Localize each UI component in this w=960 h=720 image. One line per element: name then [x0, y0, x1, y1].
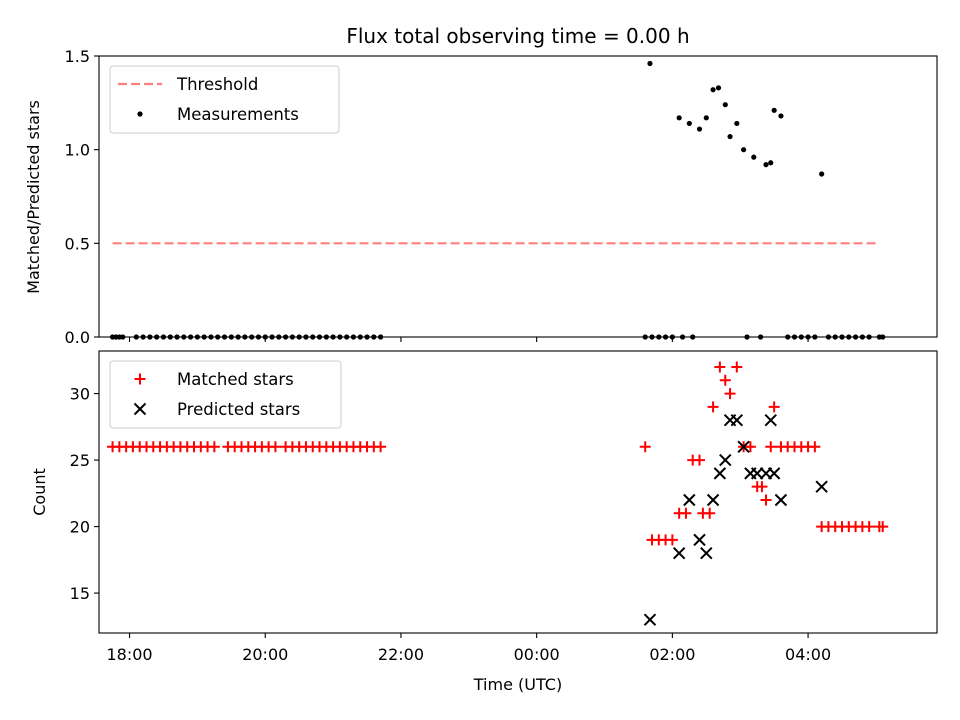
predicted-star-marker: [706, 493, 720, 507]
x-tick-label: 02:00: [649, 645, 695, 664]
measurement-point: [768, 160, 774, 166]
measurement-point: [727, 133, 733, 140]
matched-star-marker: [744, 441, 756, 453]
legend-measurement-swatch: [137, 111, 143, 117]
predicted-star-marker: [719, 453, 732, 467]
matched-star-marker: [375, 441, 387, 453]
predicted-star-marker: [764, 413, 777, 427]
predicted-star-marker: [693, 533, 706, 547]
measurement-point: [715, 85, 722, 91]
matched-star-marker: [714, 361, 726, 373]
predicted-star-marker: [750, 467, 764, 480]
bottom-y-axis-label: Count: [30, 468, 49, 516]
matched-star-marker: [877, 521, 889, 533]
predicted-star-marker: [730, 413, 744, 427]
predicted-star-marker: [683, 493, 696, 507]
legend-entry-label: Measurements: [177, 105, 299, 124]
y-tick-label: 0.5: [65, 234, 90, 253]
top-plot-panel: 0.0 0.5 1.0 1.5 Threshold Measurements: [65, 47, 938, 347]
measurement-point: [696, 126, 703, 132]
top-y-axis-label: Matched/Predicted stars: [24, 100, 43, 294]
figure-title: Flux total observing time = 0.00 h: [346, 24, 689, 48]
x-tick-label: 22:00: [378, 645, 424, 664]
y-tick-label: 30: [70, 385, 90, 404]
matched-star-marker: [724, 388, 736, 400]
x-tick-label: 20:00: [242, 645, 288, 664]
y-tick-label: 1.5: [65, 47, 90, 66]
measurement-point: [771, 107, 777, 113]
measurement-point: [703, 115, 709, 121]
measurement-point: [710, 87, 716, 93]
y-tick-label: 1.0: [65, 141, 90, 160]
predicted-star-marker: [815, 480, 828, 493]
matched-star-marker: [809, 441, 821, 453]
matched-star-marker: [756, 481, 768, 493]
x-tick-label: 18:00: [106, 645, 152, 664]
y-tick-label: 25: [70, 451, 90, 470]
x-tick-label: 04:00: [785, 645, 831, 664]
matched-star-marker: [694, 454, 706, 466]
matched-star-marker: [704, 507, 716, 519]
measurement-point: [676, 115, 682, 121]
legend-entry-label: Predicted stars: [177, 400, 300, 419]
measurement-point: [734, 120, 740, 127]
matched-star-marker: [707, 401, 719, 413]
measurement-point: [751, 154, 757, 160]
axes-frame: [98, 55, 938, 338]
matched-star-marker: [666, 534, 678, 546]
y-tick-label: 15: [70, 584, 90, 603]
measurement-point: [763, 162, 769, 168]
matched-star-marker: [731, 361, 743, 373]
bottom-plot-panel: 15 20 25 30 18:00 20:00 22:00 00:00 02:00 04:00 Ma…: [70, 350, 938, 664]
matched-star-marker: [680, 507, 692, 519]
matched-star-marker: [639, 441, 651, 453]
legend-box: [109, 360, 342, 429]
matched-star-marker: [269, 441, 281, 453]
matched-star-marker: [208, 441, 220, 453]
legend-entry-label: Matched stars: [177, 370, 294, 389]
measurement-point: [741, 147, 747, 153]
matched-star-marker: [760, 494, 772, 506]
matched-star-marker: [863, 521, 875, 533]
y-tick-label: 20: [70, 518, 90, 537]
measurement-point: [722, 102, 728, 108]
predicted-star-marker: [774, 493, 788, 507]
legend-matched-swatch: [134, 373, 146, 385]
legend-box: [109, 65, 340, 134]
matched-star-marker: [768, 401, 780, 413]
matched-star-marker: [719, 374, 731, 386]
axes-frame: [98, 350, 938, 634]
matched-star-marker: [765, 441, 777, 453]
measurement-point: [778, 113, 784, 119]
predicted-star-marker: [700, 546, 713, 560]
legend-entry-label: Threshold: [176, 75, 258, 94]
predicted-star-marker: [672, 546, 686, 560]
measurement-point: [647, 60, 653, 67]
y-tick-label: 0.0: [65, 328, 90, 347]
predicted-star-marker: [713, 467, 727, 480]
predicted-star-marker: [767, 467, 781, 480]
legend-predicted-swatch: [133, 402, 147, 416]
x-axis-label: Time (UTC): [473, 675, 562, 694]
predicted-star-marker: [737, 440, 750, 453]
measurement-point: [819, 171, 825, 177]
predicted-star-marker: [643, 613, 657, 626]
measurement-point: [686, 120, 692, 127]
x-tick-label: 00:00: [514, 645, 560, 664]
